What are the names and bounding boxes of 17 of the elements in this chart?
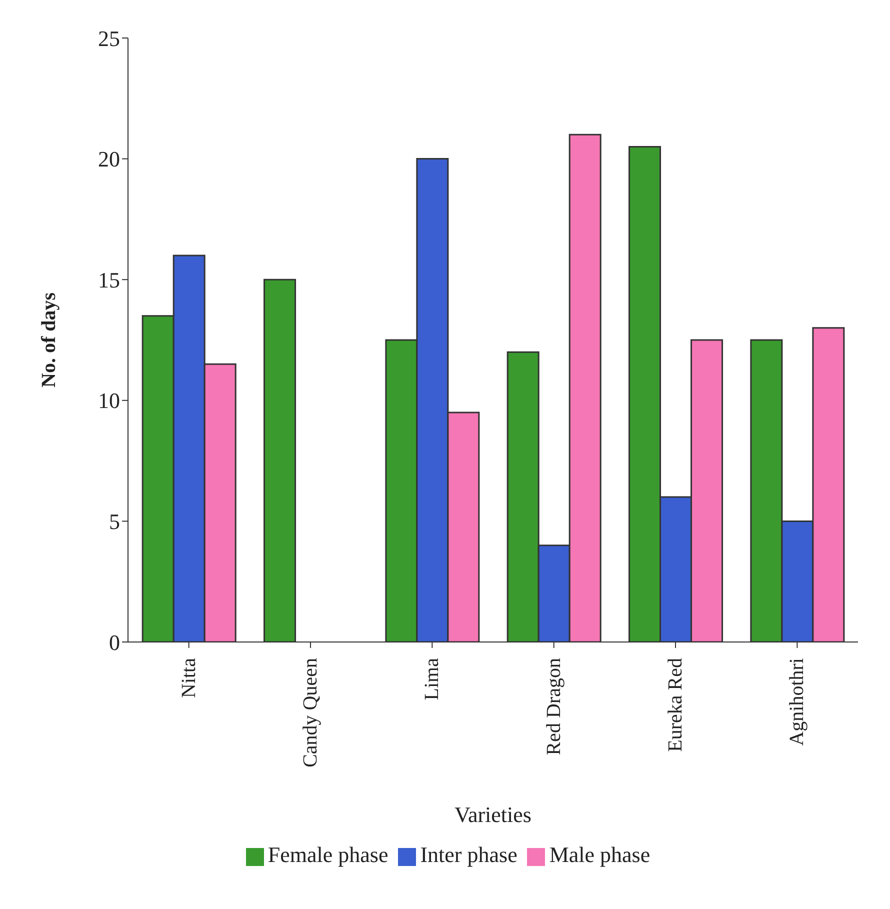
- y-axis-title: No. of days: [38, 292, 60, 388]
- x-tick-label: Nitta: [178, 658, 200, 698]
- x-tick-label: Red Dragon: [542, 658, 565, 756]
- y-tick-label: 20: [98, 146, 120, 172]
- legend-label: Inter phase: [420, 842, 518, 867]
- legend-label: Male phase: [549, 842, 650, 867]
- x-tick-label: Eureka Red: [664, 658, 686, 752]
- x-tick-label: Lima: [421, 658, 444, 700]
- y-tick-label: 0: [109, 630, 120, 655]
- y-tick-label: 10: [98, 388, 120, 414]
- y-tick-label: 25: [98, 26, 120, 51]
- legend-label: Female phase: [268, 842, 388, 867]
- y-tick-label: 5: [109, 509, 120, 534]
- x-axis-title: Varieties: [454, 802, 532, 827]
- x-tick-label: Agnihothri: [786, 658, 808, 746]
- x-tick-label: Candy Queen: [300, 658, 322, 768]
- y-tick-label: 15: [98, 267, 120, 292]
